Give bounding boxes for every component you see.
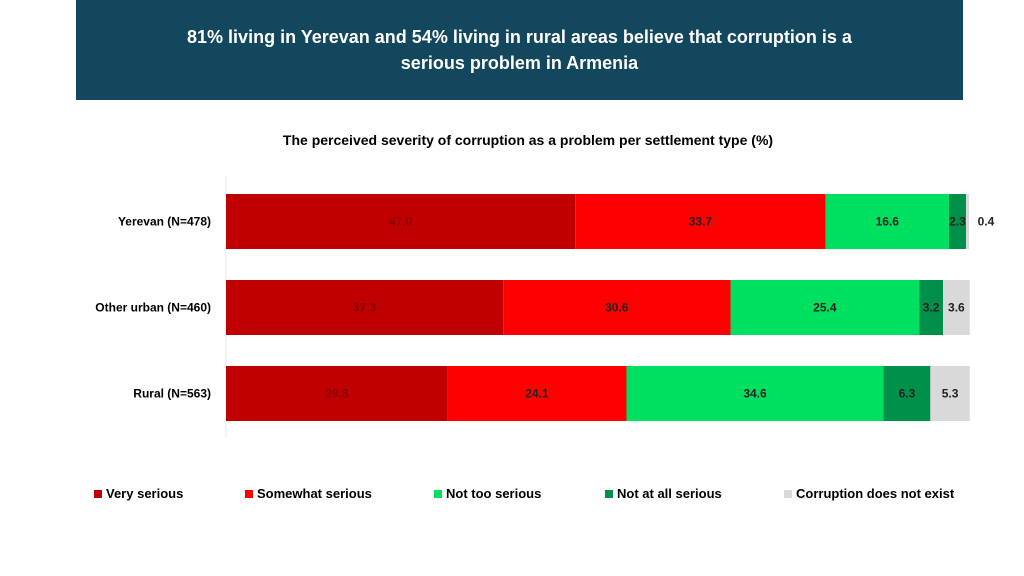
data-label: 25.4 xyxy=(813,301,837,315)
legend-item: Not at all serious xyxy=(605,486,722,501)
legend-label: Corruption does not exist xyxy=(796,486,955,501)
chart-legend: Very serious Somewhat serious Not too seri… xyxy=(0,486,1024,506)
category-label: Rural (N=563) xyxy=(133,387,211,401)
bar-segment xyxy=(966,194,969,249)
legend-swatch xyxy=(784,489,792,498)
bar-segment xyxy=(226,194,576,249)
legend-label: Not too serious xyxy=(446,486,542,501)
bar-segment xyxy=(503,280,731,335)
data-label: 33.7 xyxy=(689,215,713,229)
bar-segment xyxy=(226,366,448,421)
bar-segment xyxy=(226,280,504,335)
data-label: 30.6 xyxy=(605,301,629,315)
legend-swatch xyxy=(94,489,102,498)
category-label: Other urban (N=460) xyxy=(95,301,211,315)
data-label: 16.6 xyxy=(876,215,900,229)
legend-item: Very serious xyxy=(94,486,183,501)
stacked-bar-chart: Yerevan (N=478) 47.0 33.7 16.6 2.3 0.4 Other u… xyxy=(95,176,995,438)
data-label: 5.3 xyxy=(942,387,959,401)
bar-segment xyxy=(730,280,920,335)
bar-segment xyxy=(447,366,627,421)
bar-segment xyxy=(825,194,949,249)
title-banner: 81% living in Yerevan and 54% living in … xyxy=(76,0,963,100)
data-label: 24.1 xyxy=(525,387,549,401)
legend-swatch xyxy=(605,489,613,498)
banner-title: 81% living in Yerevan and 54% living in … xyxy=(187,27,852,73)
legend-swatch xyxy=(434,489,442,498)
data-label: 3.2 xyxy=(923,301,940,315)
legend-item: Not too serious xyxy=(434,486,541,501)
data-label: 37.3 xyxy=(353,301,377,315)
bar-segment xyxy=(919,280,943,335)
bar-segment xyxy=(626,366,884,421)
data-label: 34.6 xyxy=(743,387,767,401)
data-label: 6.3 xyxy=(899,387,916,401)
data-label: 47.0 xyxy=(389,215,413,229)
bar-segment xyxy=(948,194,967,249)
chart-title: The perceived severity of corruption as … xyxy=(282,132,774,148)
data-label: 29.8 xyxy=(325,387,349,401)
bar-segment xyxy=(575,194,826,249)
category-label: Yerevan (N=478) xyxy=(118,215,211,229)
legend-swatch xyxy=(245,489,253,498)
data-label: 0.4 xyxy=(978,215,995,229)
bar-segment xyxy=(930,366,970,421)
data-label: 2.3 xyxy=(949,215,966,229)
legend-item: Corruption does not exist xyxy=(784,486,954,501)
legend-label: Somewhat serious xyxy=(257,486,372,501)
legend-item: Somewhat serious xyxy=(245,486,372,501)
data-label: 3.6 xyxy=(948,301,965,315)
bar-segment xyxy=(942,280,970,335)
legend-label: Very serious xyxy=(106,486,184,501)
bar-segment xyxy=(883,366,931,421)
legend-label: Not at all serious xyxy=(617,486,722,501)
